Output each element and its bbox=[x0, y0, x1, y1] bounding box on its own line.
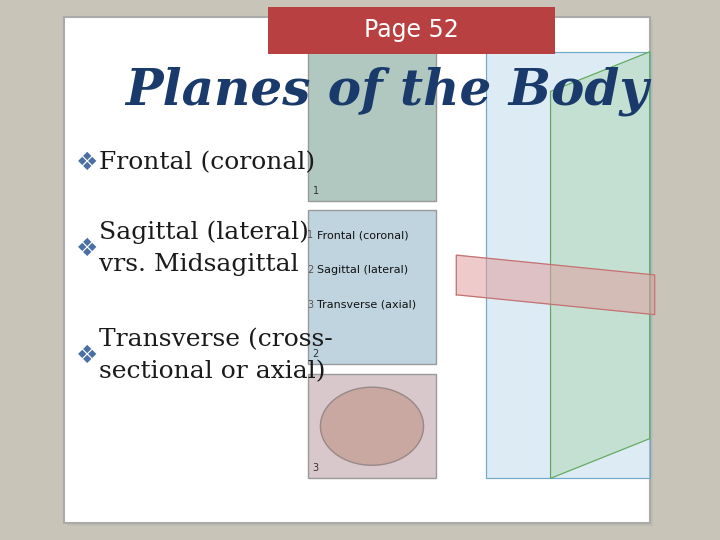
Text: 3: 3 bbox=[312, 463, 318, 474]
Text: 2: 2 bbox=[312, 349, 319, 359]
Text: Transverse (cross-
sectional or axial): Transverse (cross- sectional or axial) bbox=[99, 328, 333, 383]
Bar bbox=[307, 42, 436, 200]
Bar bbox=[68, 20, 653, 526]
Text: ❖: ❖ bbox=[76, 151, 99, 175]
Text: Frontal (coronal): Frontal (coronal) bbox=[317, 230, 409, 240]
Text: 1: 1 bbox=[312, 186, 318, 195]
Polygon shape bbox=[486, 52, 649, 478]
Text: Page 52: Page 52 bbox=[364, 18, 459, 43]
Polygon shape bbox=[551, 52, 649, 478]
Ellipse shape bbox=[320, 387, 423, 465]
Text: 3: 3 bbox=[307, 300, 313, 310]
Bar bbox=[307, 211, 436, 364]
Text: 2: 2 bbox=[307, 265, 313, 275]
Bar bbox=[463, 57, 636, 474]
Text: 1: 1 bbox=[307, 230, 313, 240]
Text: Planes of the Body: Planes of the Body bbox=[125, 67, 649, 116]
Polygon shape bbox=[456, 255, 654, 315]
Text: Frontal (coronal): Frontal (coronal) bbox=[99, 151, 315, 174]
Text: Sagittal (lateral)
vrs. Midsagittal: Sagittal (lateral) vrs. Midsagittal bbox=[99, 221, 309, 276]
Text: Transverse (axial): Transverse (axial) bbox=[317, 300, 416, 310]
Text: ❖: ❖ bbox=[76, 343, 99, 368]
Bar bbox=[65, 17, 649, 523]
Text: ❖: ❖ bbox=[76, 237, 99, 261]
Text: Sagittal (lateral): Sagittal (lateral) bbox=[317, 265, 408, 275]
Bar bbox=[268, 7, 556, 54]
Bar bbox=[307, 374, 436, 478]
